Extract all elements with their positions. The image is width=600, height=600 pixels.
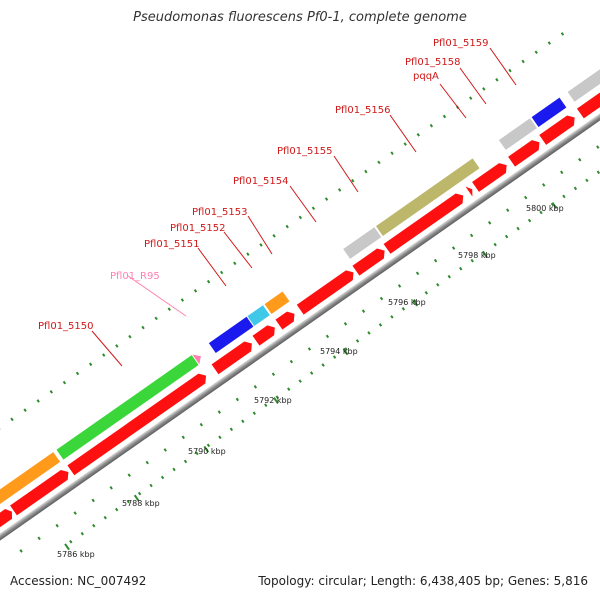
feature-grey [567,63,600,102]
cds-arrow [352,248,385,276]
feature-orange [0,452,61,505]
kbp-label: 5794 kbp [320,347,358,356]
feature-cyan [247,305,270,326]
gene-label: Pfl01_5151 [144,239,200,250]
map-title: Pseudomonas fluorescens Pf0-1, complete … [133,10,467,25]
forward-strand-features [0,63,600,505]
trna-arrow [192,354,201,365]
kbp-label: 5800 kbp [526,204,564,213]
feature-green [56,355,199,460]
kbp-label: 5786 kbp [57,550,95,559]
cds-arrow [211,341,252,375]
gene-label: Pfl01_R95 [110,271,160,282]
cds-arrow [252,325,275,346]
genome-backbone [0,83,600,559]
feature-blue [531,97,567,127]
cds-arrow [296,270,354,315]
feature-grey [343,227,382,259]
gene-label: Pfl01_5153 [192,207,248,218]
leader-lines [91,47,517,367]
feature-blue [208,316,254,353]
cds-arrow [465,186,473,197]
scale-labels: 5786 kbp 5788 kbp 5790 kbp 5792 kbp 5794… [57,204,564,559]
cds-arrow [472,163,507,192]
cds-arrow [539,115,575,145]
tick-row-middle [19,145,600,553]
accession-text: Accession: NC_007492 [10,574,147,588]
kbp-label: 5798 kbp [458,251,496,260]
kbp-label: 5788 kbp [122,499,160,508]
major-ticks [64,202,558,551]
feature-olive [375,158,480,236]
gene-label: Pfl01_5154 [233,176,289,187]
cds-arrow [576,69,600,119]
cds-arrow [10,469,69,516]
cds-arrow [383,193,464,254]
gene-label: Pfl01_5152 [170,223,226,234]
feature-orange [264,291,290,314]
reverse-strand-features [0,69,600,550]
cds-arrow [67,373,207,476]
gene-label: Pfl01_5155 [277,146,333,157]
kbp-label: 5790 kbp [188,447,226,456]
genome-summary-text: Topology: circular; Length: 6,438,405 bp… [258,574,588,588]
gene-label: Pfl01_5156 [335,105,391,116]
gene-label: pqqA [413,71,439,82]
cds-arrow [508,140,540,167]
gene-labels: Pfl01_R95 Pfl01_5150 Pfl01_5151 Pfl01_51… [38,38,489,332]
kbp-label: 5792 kbp [254,396,292,405]
tick-row-outer [0,32,565,431]
gene-label: Pfl01_5159 [433,38,489,49]
gene-label: Pfl01_5150 [38,321,94,332]
kbp-label: 5796 kbp [388,298,426,307]
feature-grey [498,118,537,150]
gene-label: Pfl01_5158 [405,57,461,68]
cds-arrow [275,311,295,330]
